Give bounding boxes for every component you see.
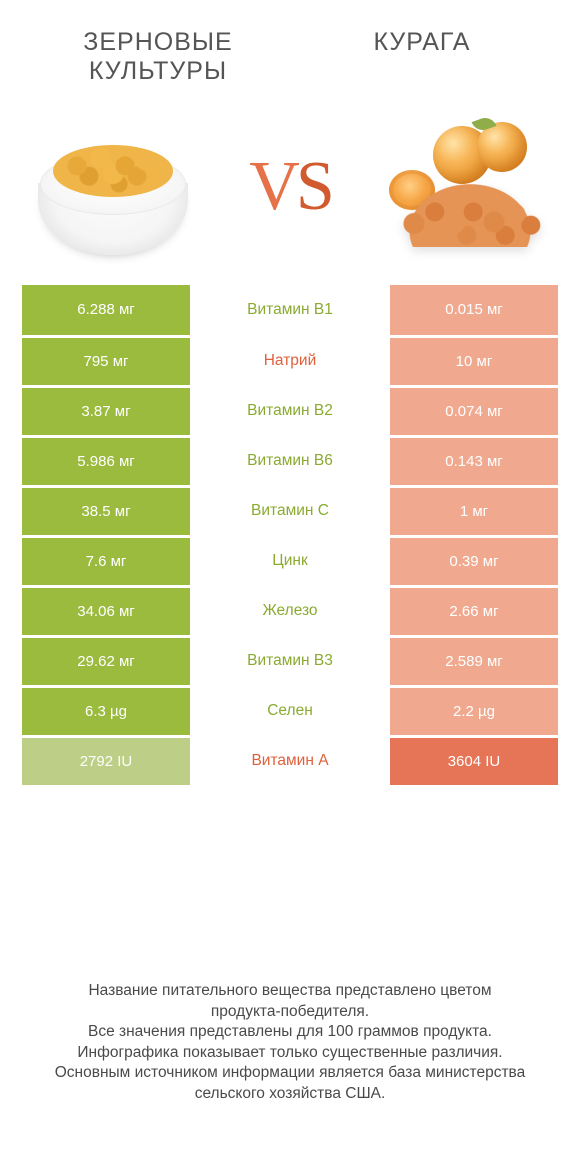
right-value: 2.2 µg xyxy=(390,688,558,735)
table-row: 38.5 мгВитамин C1 мг xyxy=(22,485,558,535)
left-value: 795 мг xyxy=(22,338,190,385)
right-product-title: КУРАГА xyxy=(314,28,530,86)
left-product-image xyxy=(30,120,195,255)
hero-row: VS xyxy=(0,100,580,285)
left-value: 6.3 µg xyxy=(22,688,190,735)
table-row: 29.62 мгВитамин B32.589 мг xyxy=(22,635,558,685)
titles-row: ЗЕРНОВЫЕ КУЛЬТУРЫ КУРАГА xyxy=(0,0,580,100)
left-value: 7.6 мг xyxy=(22,538,190,585)
right-value: 10 мг xyxy=(390,338,558,385)
nutrient-label: Витамин A xyxy=(190,738,390,785)
table-row: 5.986 мгВитамин B60.143 мг xyxy=(22,435,558,485)
left-value: 2792 IU xyxy=(22,738,190,785)
footer-line: Основным источником информации является … xyxy=(55,1064,526,1081)
dried-apricots-icon xyxy=(390,169,550,247)
right-value: 3604 IU xyxy=(390,738,558,785)
table-row: 7.6 мгЦинк0.39 мг xyxy=(22,535,558,585)
infographic: ЗЕРНОВЫЕ КУЛЬТУРЫ КУРАГА VS 6.288 мгВита… xyxy=(0,0,580,1174)
footer-line: сельского хозяйства США. xyxy=(195,1085,386,1102)
right-value: 0.015 мг xyxy=(390,285,558,335)
footer-line: Инфографика показывает только существенн… xyxy=(77,1044,502,1061)
nutrient-table: 6.288 мгВитамин B10.015 мг795 мгНатрий10… xyxy=(0,285,580,785)
right-value: 1 мг xyxy=(390,488,558,535)
table-row: 2792 IUВитамин A3604 IU xyxy=(22,735,558,785)
right-value: 2.66 мг xyxy=(390,588,558,635)
footer-line: Все значения представлены для 100 граммо… xyxy=(88,1023,492,1040)
right-product-image xyxy=(385,120,550,255)
right-value: 0.074 мг xyxy=(390,388,558,435)
table-row: 3.87 мгВитамин B20.074 мг xyxy=(22,385,558,435)
right-value: 0.143 мг xyxy=(390,438,558,485)
right-value: 0.39 мг xyxy=(390,538,558,585)
nutrient-label: Витамин B6 xyxy=(190,438,390,485)
cereal-flakes-icon xyxy=(53,145,173,197)
nutrient-label: Витамин B1 xyxy=(190,285,390,335)
cereal-bowl-icon xyxy=(38,183,188,255)
nutrient-label: Селен xyxy=(190,688,390,735)
right-value: 2.589 мг xyxy=(390,638,558,685)
nutrient-label: Витамин B2 xyxy=(190,388,390,435)
left-value: 34.06 мг xyxy=(22,588,190,635)
footer-line: продукта-победителя. xyxy=(211,1003,369,1020)
footer-notes: Название питательного вещества представл… xyxy=(0,921,580,1174)
nutrient-label: Витамин C xyxy=(190,488,390,535)
nutrient-label: Железо xyxy=(190,588,390,635)
left-value: 6.288 мг xyxy=(22,285,190,335)
left-value: 29.62 мг xyxy=(22,638,190,685)
vs-label: VS xyxy=(249,147,331,227)
table-row: 6.288 мгВитамин B10.015 мг xyxy=(22,285,558,335)
left-value: 3.87 мг xyxy=(22,388,190,435)
nutrient-label: Цинк xyxy=(190,538,390,585)
left-value: 5.986 мг xyxy=(22,438,190,485)
table-row: 34.06 мгЖелезо2.66 мг xyxy=(22,585,558,635)
left-value: 38.5 мг xyxy=(22,488,190,535)
nutrient-label: Витамин B3 xyxy=(190,638,390,685)
footer-line: Название питательного вещества представл… xyxy=(88,982,491,999)
left-product-title: ЗЕРНОВЫЕ КУЛЬТУРЫ xyxy=(50,28,266,86)
nutrient-label: Натрий xyxy=(190,338,390,385)
table-row: 795 мгНатрий10 мг xyxy=(22,335,558,385)
table-row: 6.3 µgСелен2.2 µg xyxy=(22,685,558,735)
